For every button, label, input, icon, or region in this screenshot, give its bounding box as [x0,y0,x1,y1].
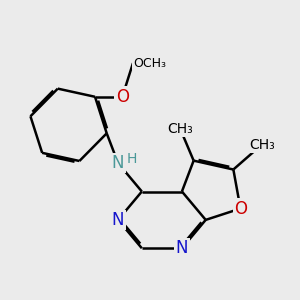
Text: N: N [112,154,124,172]
Text: O: O [116,88,129,106]
Text: CH₃: CH₃ [167,122,193,136]
Text: OCH₃: OCH₃ [133,57,166,70]
Text: N: N [176,239,188,257]
Text: N: N [112,211,124,229]
Text: CH₃: CH₃ [249,138,274,152]
Text: H: H [126,152,137,166]
Text: O: O [234,200,247,217]
